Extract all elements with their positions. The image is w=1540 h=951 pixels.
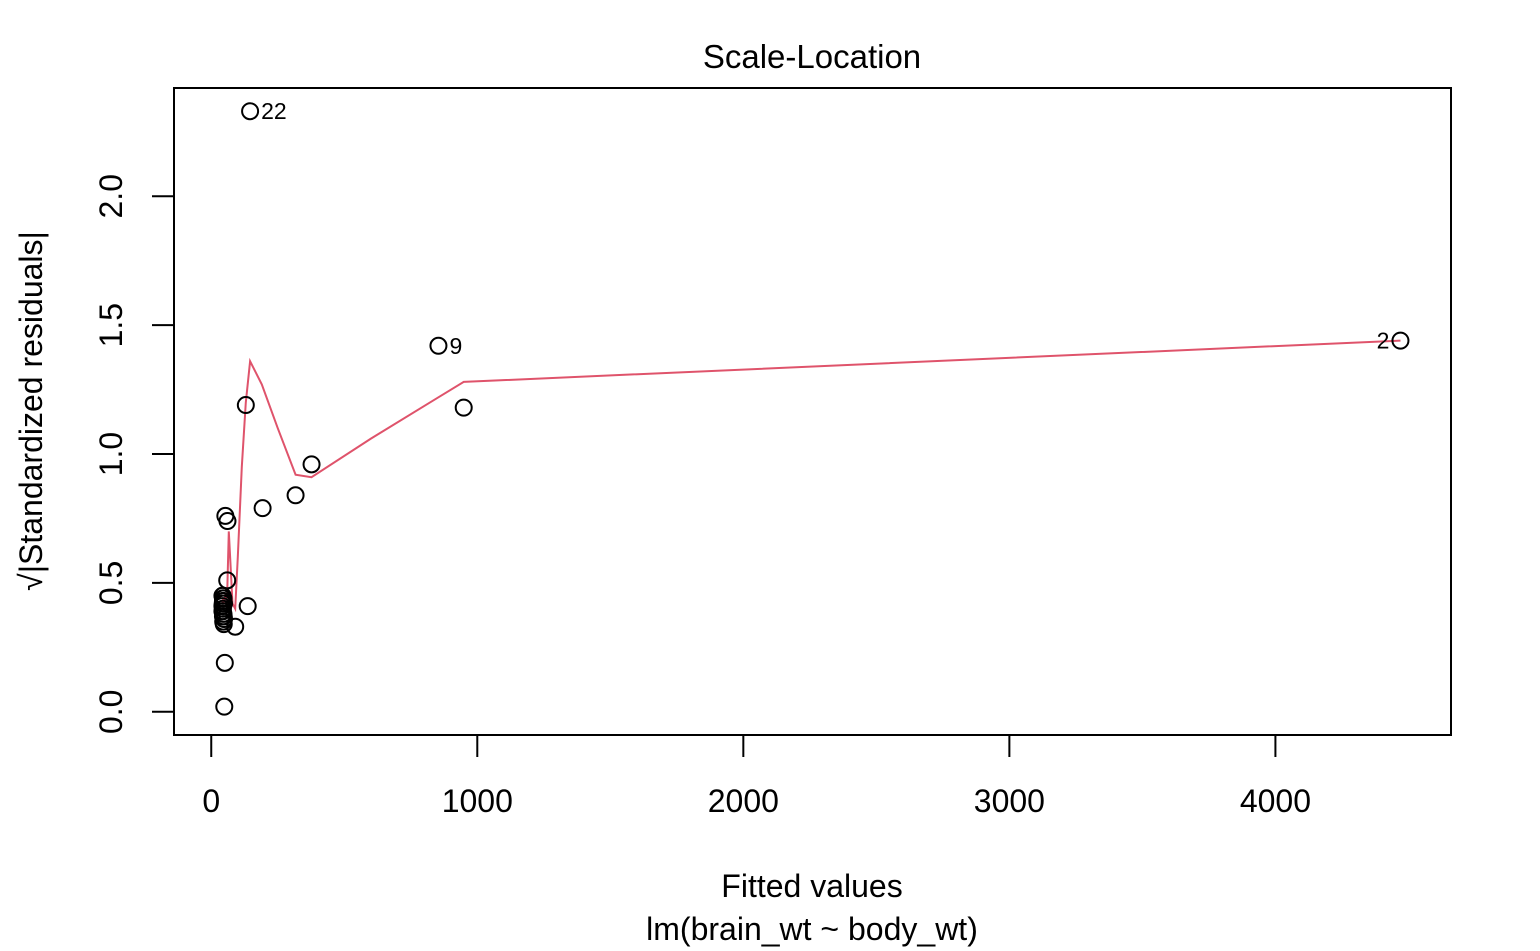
data-point xyxy=(214,615,233,634)
x-tick-label: 3000 xyxy=(974,783,1045,819)
x-tick-label: 1000 xyxy=(442,783,513,819)
data-point xyxy=(241,102,260,121)
data-point xyxy=(215,697,234,716)
x-axis: 0 1000 2000 3000 4000 xyxy=(202,734,1311,819)
smoother-line xyxy=(221,339,1401,613)
point-labels: 22 9 2 xyxy=(261,98,1389,359)
x-axis-label: Fitted values xyxy=(721,868,902,904)
y-tick-label: 0.5 xyxy=(93,561,129,605)
y-tick-label: 1.0 xyxy=(93,432,129,476)
point-label: 22 xyxy=(261,98,287,124)
data-point xyxy=(238,597,257,616)
data-point xyxy=(215,653,234,672)
data-point xyxy=(286,486,305,505)
data-point xyxy=(253,499,272,518)
y-tick-label: 1.5 xyxy=(93,303,129,347)
point-label: 2 xyxy=(1377,328,1390,354)
point-label: 9 xyxy=(449,333,462,359)
data-point xyxy=(213,586,232,605)
x-tick-label: 0 xyxy=(202,783,220,819)
y-axis-label: √|Standardized residuals| xyxy=(13,231,49,591)
data-point xyxy=(214,594,233,613)
data-point xyxy=(218,512,237,531)
x-axis-sublabel: lm(brain_wt ~ body_wt) xyxy=(646,911,978,947)
x-tick-label: 4000 xyxy=(1240,783,1311,819)
y-tick-label: 2.0 xyxy=(93,174,129,218)
plot-frame xyxy=(173,87,1452,736)
data-point xyxy=(429,336,448,355)
chart-title: Scale-Location xyxy=(703,38,921,75)
data-point xyxy=(454,398,473,417)
data-point xyxy=(302,455,321,474)
y-axis: 0.0 0.5 1.0 1.5 2.0 xyxy=(93,174,175,734)
data-point xyxy=(213,607,232,626)
data-point xyxy=(1391,331,1410,350)
x-tick-label: 2000 xyxy=(708,783,779,819)
data-points xyxy=(213,102,1410,716)
y-tick-label: 0.0 xyxy=(93,690,129,734)
data-point xyxy=(236,396,255,415)
